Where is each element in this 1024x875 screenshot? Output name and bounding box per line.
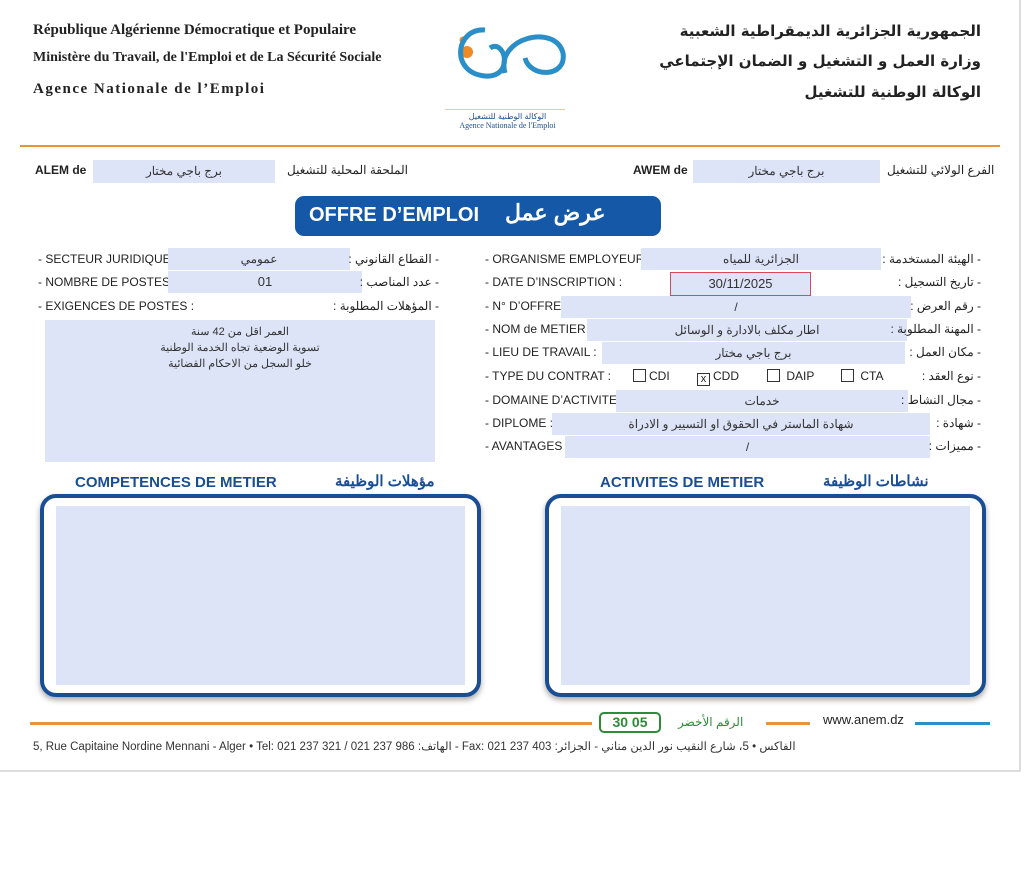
- domaine-field[interactable]: خدمات: [616, 390, 908, 412]
- lieu-field[interactable]: برج باجي مختار: [602, 342, 905, 364]
- logo-icon: [458, 27, 566, 79]
- green-number-badge: 30 05: [599, 712, 661, 733]
- offre-field[interactable]: /: [561, 296, 911, 318]
- website-link[interactable]: www.anem.dz: [823, 712, 904, 727]
- competences-box: [40, 494, 481, 697]
- contrat-label: - TYPE DU CONTRAT :: [485, 369, 612, 383]
- activites-field[interactable]: [561, 506, 970, 685]
- competences-title: COMPETENCES DE METIER: [75, 474, 277, 491]
- checkbox-checked[interactable]: x: [697, 373, 710, 386]
- organisme-label: - ORGANISME EMPLOYEUR :: [485, 252, 652, 266]
- activites-title: ACTIVITES DE METIER: [600, 474, 765, 491]
- organisme-label-ar: - الهيئة المستخدمة :: [882, 252, 981, 266]
- contrat-cta[interactable]: CTA: [841, 369, 883, 383]
- header-line-2: Ministère du Travail, de l'Emploi et de …: [33, 50, 382, 65]
- title-banner: OFFRE D’EMPLOI عرض عمل: [295, 196, 661, 236]
- secteur-label: - SECTEUR JURIDIQUE :: [38, 252, 178, 266]
- metier-label: - NOM de METIER :: [485, 322, 593, 336]
- exigences-label: - EXIGENCES DE POSTES :: [38, 299, 195, 313]
- lieu-label: - LIEU DE TRAVAIL :: [485, 345, 597, 359]
- secteur-label-ar: - القطاع القانوني :: [348, 252, 439, 266]
- offre-label-ar: - رقم العرض :: [910, 299, 981, 313]
- date-label-ar: - تاريخ التسجيل :: [898, 275, 981, 289]
- awem-field[interactable]: برج باجي مختار: [693, 160, 880, 183]
- green-number-label: الرقم الأخضر: [678, 715, 744, 729]
- header-divider: [20, 145, 1000, 147]
- metier-label-ar: - المهنة المطلوبة :: [890, 322, 981, 336]
- footer-orange-dash: [766, 722, 810, 725]
- activites-title-ar: نشاطات الوظيفة: [823, 473, 929, 490]
- domaine-label: - DOMAINE D’ACTIVITE :: [485, 393, 624, 407]
- exigence-line: تسوية الوضعية تجاه الخدمة الوطنية: [160, 342, 320, 354]
- offre-label: - N° D’OFFRE :: [485, 299, 568, 313]
- diplome-label: - DIPLOME :: [485, 416, 554, 430]
- organisme-field[interactable]: الجزائرية للمياه: [641, 248, 881, 270]
- alem-label: ALEM de: [35, 163, 87, 177]
- checkbox[interactable]: [767, 369, 780, 382]
- alem-label-ar: الملحقة المحلية للتشغيل: [287, 163, 408, 177]
- postes-label-ar: - عدد المناصب :: [359, 275, 439, 289]
- header-line-3: Agence Nationale de l’Emploi: [33, 81, 266, 97]
- awem-label-ar: الفرع الولائي للتشغيل: [887, 163, 995, 177]
- header-ar-line-1: الجمهورية الجزائرية الديمقراطية الشعبية: [679, 22, 981, 40]
- domaine-label-ar: - مجال النشاط :: [901, 393, 981, 407]
- diplome-field[interactable]: شهادة الماستر في الحقوق او التسيير و الا…: [552, 413, 930, 435]
- title-ar: عرض عمل: [505, 200, 606, 225]
- title-fr: OFFRE D’EMPLOI: [309, 204, 479, 226]
- alem-field[interactable]: برج باجي مختار: [93, 160, 275, 183]
- postes-field[interactable]: 01: [168, 271, 362, 293]
- avantages-label-ar: - مميزات :: [928, 439, 981, 453]
- lieu-label-ar: - مكان العمل :: [909, 345, 981, 359]
- checkbox[interactable]: [633, 369, 646, 382]
- postes-label: - NOMBRE DE POSTES :: [38, 275, 177, 289]
- footer-address: 5, Rue Capitaine Nordine Mennani - Alger…: [33, 741, 796, 753]
- competences-field[interactable]: [56, 506, 465, 685]
- awem-label: AWEM de: [633, 163, 688, 177]
- avantages-label: - AVANTAGES :: [485, 439, 570, 453]
- footer-blue-line: [915, 722, 990, 725]
- secteur-field[interactable]: عمومي: [168, 248, 350, 270]
- contrat-daip[interactable]: DAIP: [767, 369, 814, 383]
- header-line-1: République Algérienne Démocratique et Po…: [33, 22, 357, 38]
- activites-box: [545, 494, 986, 697]
- exigences-label-ar: - المؤهلات المطلوبة :: [333, 299, 439, 313]
- anem-logo: الوكالة الوطنية للتشغيل Agence Nationale…: [445, 18, 570, 133]
- contrat-cdi[interactable]: CDI: [633, 369, 670, 383]
- exigence-line: خلو السجل من الاحكام القضائية: [168, 358, 312, 370]
- contrat-label-ar: - نوع العقد :: [921, 369, 981, 383]
- diplome-label-ar: - شهادة :: [936, 416, 981, 430]
- contrat-cdd[interactable]: x CDD: [697, 369, 739, 386]
- date-field[interactable]: 30/11/2025: [670, 272, 811, 296]
- metier-field[interactable]: اطار مكلف بالادارة و الوسائل: [587, 319, 907, 341]
- footer-orange-line: [30, 722, 592, 725]
- exigence-line: العمر اقل من 42 سنة: [191, 326, 289, 338]
- avantages-field[interactable]: /: [565, 436, 930, 458]
- header-ar-line-3: الوكالة الوطنية للتشغيل: [804, 83, 981, 101]
- checkbox[interactable]: [841, 369, 854, 382]
- exigences-field[interactable]: العمر اقل من 42 سنة تسوية الوضعية تجاه ا…: [45, 320, 435, 462]
- header-ar-line-2: وزارة العمل و التشغيل و الضمان الإجتماعي: [659, 52, 981, 70]
- document-page: République Algérienne Démocratique et Po…: [0, 0, 1021, 772]
- date-label: - DATE D’INSCRIPTION :: [485, 275, 623, 289]
- competences-title-ar: مؤهلات الوظيفة: [335, 473, 435, 490]
